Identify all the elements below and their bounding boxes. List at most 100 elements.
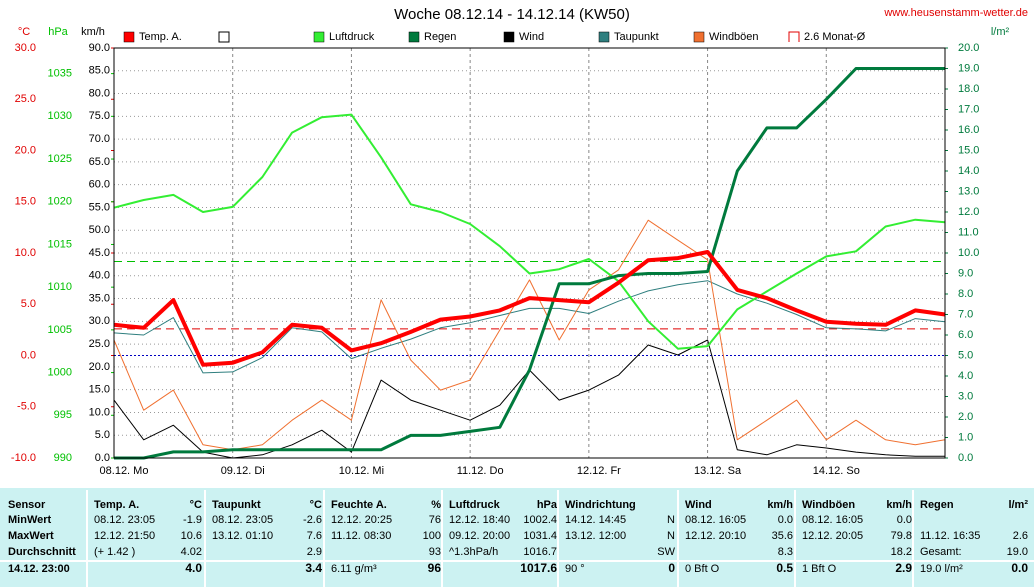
cell-text: 0 Bft O [685,563,720,575]
row-label: Durchschnitt [8,546,76,558]
x-tick-label: 09.12. Di [221,465,265,477]
legend-swatch [313,31,325,43]
y-tick-label: 10.0 [15,247,36,259]
y-tick-label: 30.0 [89,315,110,327]
y-tick-label: 10.0 [89,406,110,418]
y-tick-label: 1015 [48,238,72,250]
y-tick-label: 50.0 [89,224,110,236]
series-line [114,67,945,460]
x-tick-label: 11.12. Do [457,465,504,477]
source: www.heusenstamm-wetter.de [883,7,1028,19]
cell-value: 10.6 [181,530,202,542]
column-unit: km/h [767,499,793,511]
legend-swatch [693,31,705,43]
y-tick-label: 70.0 [89,133,110,145]
y-tick-label: 80.0 [89,87,110,99]
cell-value: N [667,530,675,542]
y-tick-label: 55.0 [89,201,110,213]
cell-text: ^1.3hPa/h [449,546,498,558]
cell-value: 7.6 [307,530,322,542]
x-tick-label: 08.12. Mo [100,465,149,477]
column-header: Windböen [802,499,855,511]
legend-label: Luftdruck [329,31,375,43]
cell-value: 19.0 [1007,546,1028,558]
y-tick-label: 30.0 [15,42,36,54]
row-label: MaxWert [8,530,54,542]
y-tick-label: 18.0 [958,83,979,95]
table-background [0,488,1034,587]
cell-value: 0.0 [1011,561,1028,575]
y-tick-label: 3.0 [958,390,973,402]
y-tick-label: 10.0 [958,247,979,259]
y-tick-label: 40.0 [89,270,110,282]
y-tick-label: -10.0 [11,452,36,464]
column-header: Luftdruck [449,499,501,511]
y-tick-label: 85.0 [89,65,110,77]
cell-value: SW [657,546,675,558]
column-unit: °C [310,499,322,511]
legend-label: Wind [519,31,544,43]
y-tick-label: 1020 [48,196,72,208]
x-tick-label: 12.12. Fr [577,465,621,477]
cell-value: 3.4 [305,561,322,575]
y-tick-label: 0.0 [95,452,110,464]
cell-text: Gesamt: [920,546,962,558]
legend-swatch [598,31,610,43]
legend-swatch [503,31,515,43]
cell-text: 11.12. 16:35 [920,530,980,542]
cell-value: 1016.7 [523,546,557,558]
column-unit: % [431,499,441,511]
cell-text: 09.12. 20:00 [449,530,510,542]
cell-value: 0.5 [776,561,793,575]
cell-text: 19.0 l/m² [920,563,963,575]
cell-text: 11.12. 08:30 [331,530,391,542]
y-tick-label: 20.0 [89,361,110,373]
cell-text: 08.12. 23:05 [212,514,273,526]
y-tick-label: 9.0 [958,267,973,279]
y-tick-label: 990 [54,452,72,464]
y-tick-label: 5.0 [21,298,36,310]
y-tick-label: 12.0 [958,206,979,218]
y-tick-label: 14.0 [958,165,979,177]
y-tick-label: 75.0 [89,110,110,122]
y-tick-label: 1010 [48,281,72,293]
y-tick-label: 1025 [48,153,72,165]
y-tick-label: 25.0 [89,338,110,350]
cell-value: 35.6 [772,530,793,542]
y-tick-label: 20.0 [958,42,979,54]
cell-value: 96 [428,561,442,575]
column-unit: hPa [537,499,558,511]
y-tick-label: 13.0 [958,185,979,197]
cell-value: 8.3 [778,546,793,558]
cell-text: 12.12. 18:40 [449,514,510,526]
series-line [113,250,946,367]
y-tick-label: 25.0 [15,93,36,105]
cell-value: 93 [429,546,441,558]
row-label: 14.12. 23:00 [8,563,70,575]
y-tick-label: 4.0 [958,370,973,382]
legend-swatch [408,31,420,43]
legend-label: 2.6 Monat-Ø [804,31,866,43]
y-tick-label: 15.0 [15,196,36,208]
y-tick-label: 35.0 [89,292,110,304]
plot-frame [113,47,946,459]
axis-unit: l/m² [991,26,1010,38]
y-tick-label: 0.0 [958,452,973,464]
y-tick-label: 1030 [48,110,72,122]
cell-text: 12.12. 20:25 [331,514,392,526]
cell-value: 0 [668,561,675,575]
y-tick-label: 7.0 [958,308,973,320]
axis-unit: °C [18,26,30,38]
cell-value: 18.2 [891,546,912,558]
cell-text: 90 ° [565,563,585,575]
y-tick-label: 1005 [48,324,72,336]
cell-text: 08.12. 23:05 [94,514,155,526]
column-header: Feuchte A. [331,499,387,511]
y-tick-label: 19.0 [958,62,979,74]
x-tick-label: 10.12. Mi [339,465,384,477]
cell-text: 12.12. 20:05 [802,530,863,542]
y-tick-label: 17.0 [958,103,979,115]
cell-value: 100 [423,530,441,542]
cell-text: 6.11 g/m³ [331,563,377,575]
